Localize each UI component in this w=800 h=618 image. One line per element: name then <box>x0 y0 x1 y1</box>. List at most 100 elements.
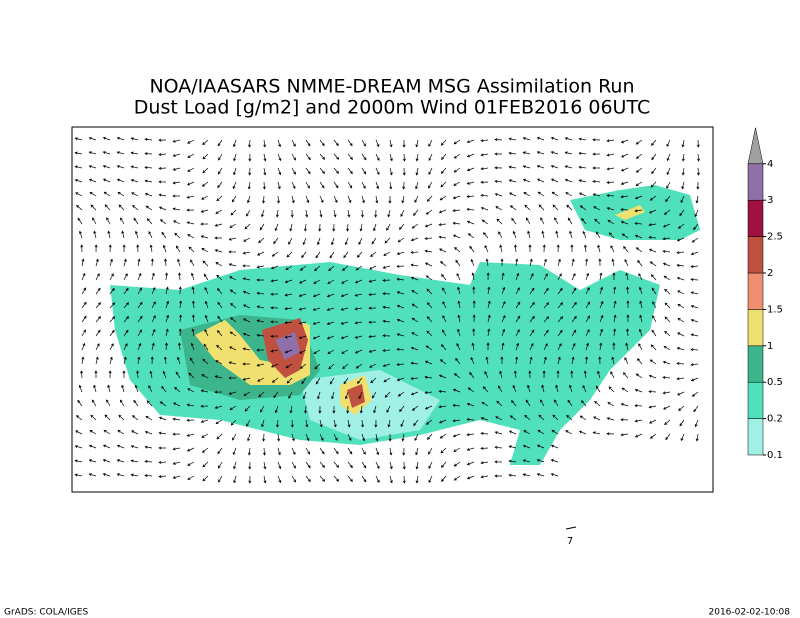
wind-arrow <box>585 287 590 295</box>
colorbar-label: 2 <box>767 268 773 279</box>
wind-arrow <box>313 349 321 354</box>
wind-arrow <box>634 209 643 213</box>
wind-arrow <box>215 209 223 214</box>
wind-arrow <box>232 181 237 190</box>
wind-arrow <box>571 315 577 323</box>
wind-arrow <box>305 475 311 483</box>
wind-arrow <box>89 191 97 197</box>
wind-arrow <box>95 273 100 281</box>
wind-arrow <box>190 259 195 267</box>
wind-arrow <box>122 370 126 379</box>
wind-arrow <box>203 273 209 281</box>
wind-arrow <box>620 195 629 199</box>
wind-arrow <box>413 209 419 217</box>
wind-arrow <box>326 321 335 325</box>
wind-arrow <box>453 373 461 379</box>
wind-arrow <box>233 167 237 176</box>
wind-arrow <box>382 305 391 309</box>
wind-arrow <box>597 370 601 379</box>
wind-arrow <box>438 374 447 379</box>
wind-arrow <box>123 273 128 281</box>
wind-arrow <box>529 258 533 267</box>
wind-arrow <box>401 195 405 204</box>
wind-arrow <box>95 287 101 295</box>
wind-arrow <box>319 153 326 160</box>
wind-arrow <box>132 204 139 211</box>
wind-arrow <box>230 303 237 309</box>
wind-arrow <box>540 217 545 225</box>
wind-arrow <box>74 137 83 141</box>
wind-arrow <box>298 307 307 311</box>
wind-arrow <box>261 209 265 218</box>
wind-arrow <box>246 209 251 217</box>
footer-right: 2016-02-02-10:08 <box>709 608 791 618</box>
wind-arrow <box>456 343 461 351</box>
wind-arrow <box>515 356 519 365</box>
wind-arrow <box>680 195 685 204</box>
wind-arrow <box>333 433 338 441</box>
wind-arrow <box>172 167 181 171</box>
wind-arrow <box>411 405 419 411</box>
wind-arrow <box>690 363 699 367</box>
wind-arrow <box>626 314 630 323</box>
wind-arrow <box>567 399 573 407</box>
wind-arrow <box>270 334 279 338</box>
wind-arrow <box>284 335 293 339</box>
wind-arrow <box>286 377 293 384</box>
wind-arrow <box>133 217 139 225</box>
wind-arrow <box>102 164 111 169</box>
wind-arrow <box>440 261 447 267</box>
wind-arrow <box>625 342 629 351</box>
wind-arrow <box>217 315 223 323</box>
wind-arrow <box>484 371 489 379</box>
wind-arrow <box>651 329 657 337</box>
wind-arrow <box>428 139 433 147</box>
wind-arrow <box>452 209 461 213</box>
wind-arrow <box>159 401 167 407</box>
wind-arrow <box>455 357 461 365</box>
wind-arrow <box>441 344 447 351</box>
wind-arrow <box>396 291 405 295</box>
wind-arrow <box>690 265 699 269</box>
wind-arrow <box>130 179 139 183</box>
wind-arrow <box>522 444 531 449</box>
wind-arrow <box>108 244 112 253</box>
wind-arrow <box>131 430 139 435</box>
wind-arrow <box>557 302 564 309</box>
wind-arrow <box>150 258 154 267</box>
wind-arrow <box>244 223 251 230</box>
wind-arrow <box>515 258 519 267</box>
wind-arrow <box>608 386 615 393</box>
wind-arrow <box>662 376 671 380</box>
wind-arrow <box>81 301 87 309</box>
wind-arrow <box>81 356 85 365</box>
wind-arrow <box>201 374 209 379</box>
wind-arrow <box>94 244 98 253</box>
wind-arrow <box>402 153 406 162</box>
wind-arrow <box>375 433 379 442</box>
wind-arrow <box>109 302 116 309</box>
wind-arrow <box>396 377 405 382</box>
wind-arrow <box>354 349 363 354</box>
wind-arrow <box>496 400 503 407</box>
colorbar-box <box>747 236 764 274</box>
wind-arrow <box>606 153 615 157</box>
wind-arrow <box>441 153 447 160</box>
wind-arrow <box>582 384 587 393</box>
wind-arrow <box>564 137 573 141</box>
wind-arrow <box>592 193 601 197</box>
wind-arrow <box>676 391 685 396</box>
wind-arrow <box>564 165 573 169</box>
wind-arrow <box>78 384 83 393</box>
wind-arrow <box>301 251 307 259</box>
wind-arrow <box>172 139 181 143</box>
wind-arrow <box>354 321 363 325</box>
wind-arrow <box>215 262 223 267</box>
wind-arrow <box>137 258 141 267</box>
wind-arrow <box>217 288 223 295</box>
wind-arrow <box>319 167 325 174</box>
wind-arrow <box>186 418 195 422</box>
colorbar-label: 1 <box>767 341 773 352</box>
wind-arrow <box>599 342 603 351</box>
